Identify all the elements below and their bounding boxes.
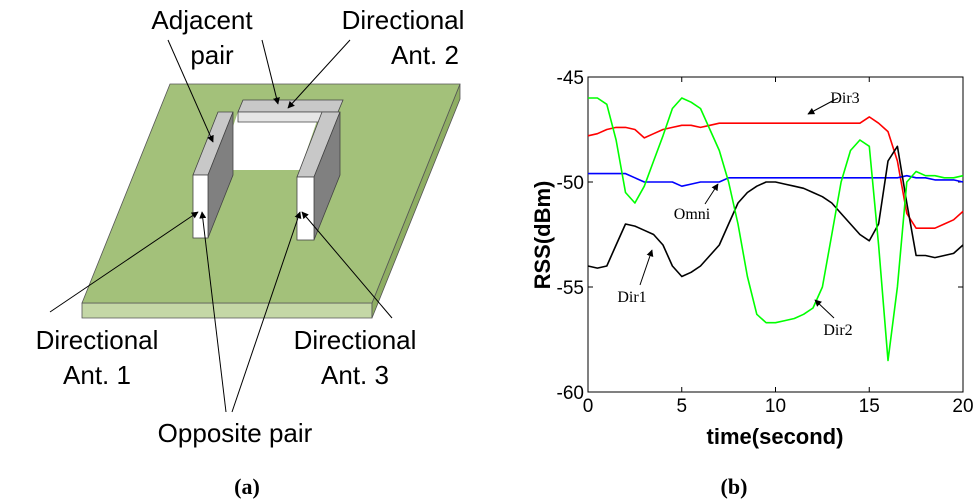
- label: Ant. 2: [391, 40, 459, 70]
- chart: RSS(dBm) time(second) (b) -60 -55 -50 -45 0 5…: [530, 68, 974, 499]
- series-line: [588, 97, 964, 362]
- annotation-arrow: [704, 183, 719, 205]
- arrows: [49, 39, 393, 413]
- annotation-arrow: [639, 249, 654, 286]
- x-tick-label: 15: [859, 396, 880, 417]
- series-line: [587, 116, 964, 229]
- label: Opposite pair: [158, 418, 313, 448]
- label: Adjacent: [151, 5, 253, 35]
- label: pair: [190, 40, 234, 70]
- x-tick-label: 0: [583, 396, 594, 417]
- annotation-arrow: [814, 299, 835, 319]
- label: Directional: [342, 5, 465, 35]
- series-annotation: Dir2: [823, 322, 852, 339]
- y-tick-label: -45: [557, 68, 584, 89]
- inner-area: [218, 112, 320, 170]
- series-line: [588, 172, 964, 187]
- series-annotation: Dir3: [830, 90, 859, 107]
- ant3-front: [296, 176, 315, 241]
- x-tick-label: 10: [765, 396, 786, 417]
- label: Ant. 1: [63, 360, 131, 390]
- x-tick-label: 20: [952, 396, 973, 417]
- board-front: [81, 302, 373, 319]
- label: Directional: [294, 325, 417, 355]
- caption: (a): [234, 474, 260, 499]
- x-tick-label: 5: [676, 396, 687, 417]
- series-line: [587, 145, 964, 278]
- label: Ant. 3: [321, 360, 389, 390]
- series-annotation: Omni: [674, 206, 711, 223]
- x-axis-label: time(second): [707, 424, 844, 449]
- y-tick-label: -55: [557, 278, 584, 299]
- ant1-front: [192, 174, 209, 239]
- y-tick-label: -60: [557, 383, 584, 404]
- y-axis-label: RSS(dBm): [530, 181, 555, 290]
- y-tick-label: -50: [557, 173, 584, 194]
- label: Directional: [36, 325, 159, 355]
- board-top: [81, 83, 461, 304]
- series-annotation: Dir1: [617, 289, 646, 306]
- caption: (b): [721, 474, 748, 499]
- annotation-arrow: [807, 97, 839, 115]
- plot-frame: [587, 76, 964, 393]
- diagram: Adjacent pair Directional Ant. 2 Directi…: [36, 5, 465, 499]
